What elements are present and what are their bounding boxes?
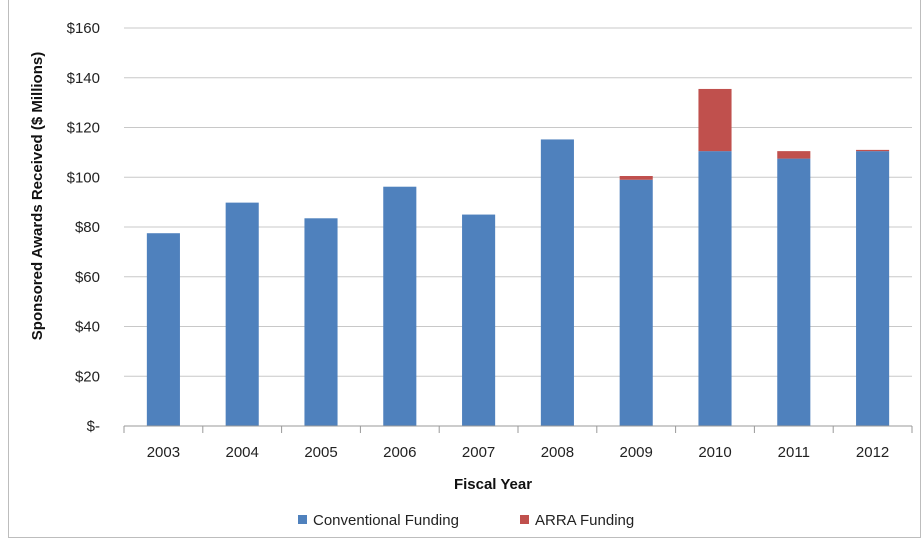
x-tick-label: 2004 bbox=[226, 444, 259, 461]
bar-conventional-funding bbox=[225, 202, 259, 426]
bar-conventional-funding bbox=[619, 179, 653, 426]
bar-arra-funding bbox=[777, 151, 811, 159]
bar-conventional-funding bbox=[383, 186, 417, 426]
legend-swatch bbox=[298, 515, 307, 524]
bar-conventional-funding bbox=[462, 214, 496, 426]
x-axis-title: Fiscal Year bbox=[454, 476, 532, 493]
legend-label: Conventional Funding bbox=[313, 512, 459, 529]
y-tick-label: $140 bbox=[67, 70, 100, 87]
legend-label: ARRA Funding bbox=[535, 512, 634, 529]
y-tick-label: $20 bbox=[75, 368, 100, 385]
legend-swatch bbox=[520, 515, 529, 524]
x-tick-label: 2012 bbox=[856, 444, 889, 461]
y-axis-title: Sponsored Awards Received ($ Millions) bbox=[29, 52, 46, 340]
x-tick-label: 2011 bbox=[778, 444, 810, 461]
x-axis-ticks: 2003 2004 2005 2006 2007 2008 2009 2010 2011 2012 bbox=[123, 426, 913, 461]
x-tick-label: 2006 bbox=[383, 444, 416, 461]
legend: Conventional Funding ARRA Funding bbox=[298, 512, 634, 529]
y-tick-label: $80 bbox=[75, 219, 100, 236]
chart-frame bbox=[8, 0, 921, 538]
bar-arra-funding bbox=[698, 88, 732, 152]
bar-conventional-funding bbox=[698, 151, 732, 426]
x-tick-label: 2007 bbox=[462, 444, 495, 461]
x-tick-label: 2005 bbox=[304, 444, 337, 461]
y-tick-label: $160 bbox=[67, 20, 100, 37]
bar-conventional-funding bbox=[540, 139, 574, 426]
y-tick-label: $120 bbox=[67, 120, 100, 137]
bars bbox=[146, 88, 890, 426]
bar-arra-funding bbox=[856, 149, 890, 152]
bar-conventional-funding bbox=[777, 158, 811, 426]
y-tick-label: $- bbox=[87, 418, 100, 435]
x-tick-label: 2009 bbox=[620, 444, 653, 461]
x-tick-label: 2003 bbox=[147, 444, 180, 461]
y-tick-label: $60 bbox=[75, 269, 100, 286]
bar-conventional-funding bbox=[856, 151, 890, 426]
y-tick-label: $100 bbox=[67, 169, 100, 186]
x-tick-label: 2008 bbox=[541, 444, 574, 461]
bar-conventional-funding bbox=[304, 218, 338, 426]
bar-conventional-funding bbox=[146, 233, 180, 426]
x-tick-label: 2010 bbox=[698, 444, 731, 461]
y-tick-label: $40 bbox=[75, 319, 100, 336]
bar-arra-funding bbox=[619, 176, 653, 180]
y-axis-ticks: $- $20 $40 $60 $80 $100 $120 $140 $160 bbox=[67, 20, 100, 435]
